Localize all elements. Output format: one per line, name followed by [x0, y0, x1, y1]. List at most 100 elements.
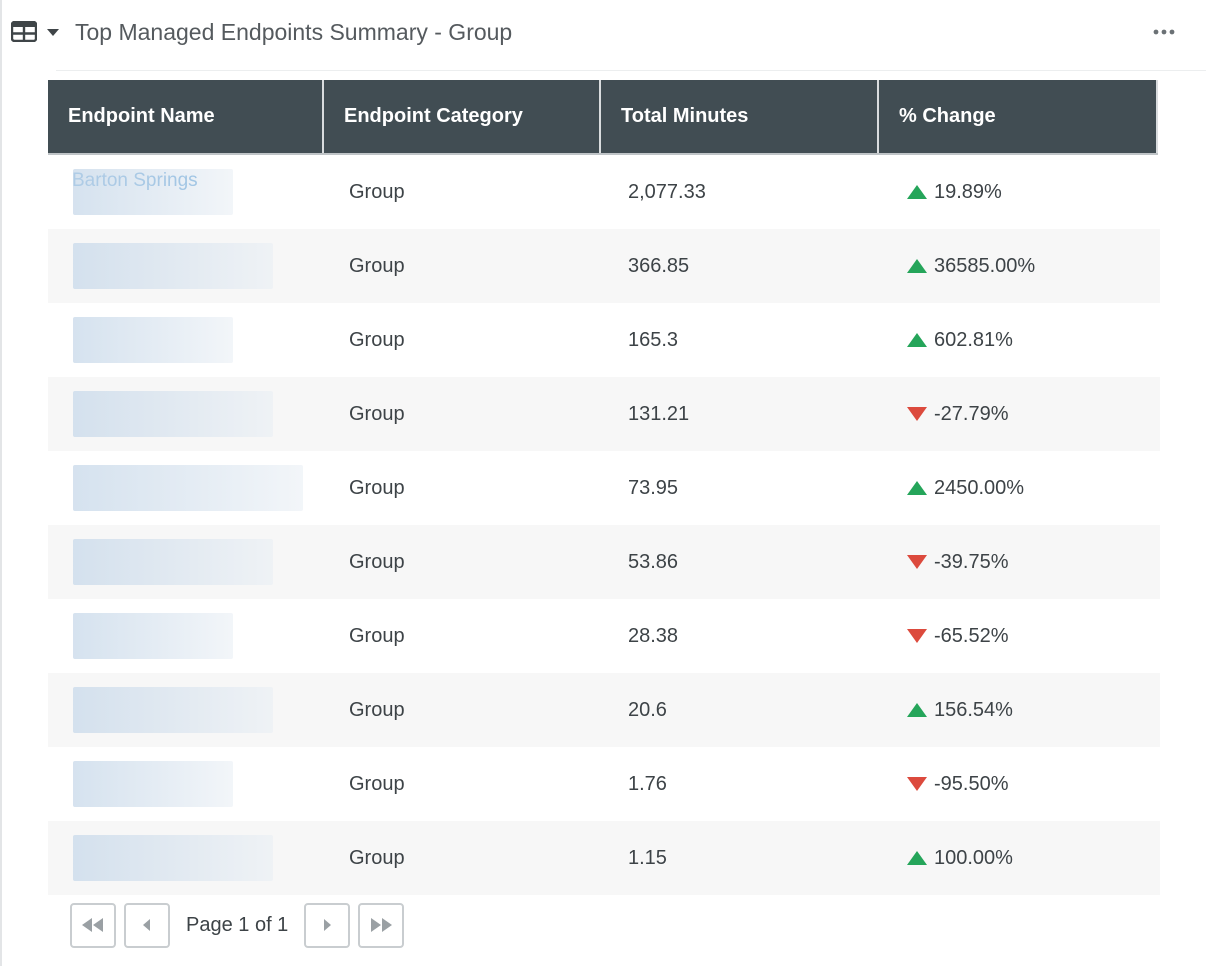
next-page-button[interactable] — [304, 902, 351, 948]
last-page-icon — [371, 918, 393, 932]
cell-total-minutes: 28.38 — [628, 625, 679, 647]
redacted-name-blur — [73, 761, 233, 807]
widget-title: Top Managed Endpoints Summary - Group — [75, 19, 513, 45]
cell-endpoint-name: Barton Springs — [48, 155, 324, 229]
cell-percent-change: -65.52% — [879, 599, 1158, 673]
redacted-name-blur — [73, 539, 273, 585]
cell-percent-change: 19.89% — [879, 155, 1158, 229]
cell-percent-change: -27.79% — [879, 377, 1158, 451]
cell-endpoint-name — [48, 229, 324, 303]
redacted-name-blur — [73, 317, 233, 363]
cell-total-minutes: 131.21 — [628, 403, 690, 425]
cell-percent-change: 2450.00% — [879, 451, 1158, 525]
table-row[interactable]: Group 28.38 -65.52% — [48, 599, 1160, 673]
table-body: Barton Springs Group 2,077.33 19.89% Group 36… — [48, 155, 1160, 895]
trend-down-icon — [907, 407, 927, 421]
table-row[interactable]: Group 131.21 -27.79% — [48, 377, 1160, 451]
redacted-name-blur — [73, 391, 273, 437]
percent-change-value: 2450.00% — [934, 477, 1025, 499]
percent-change-value: 156.54% — [934, 699, 1013, 721]
redacted-name-blur — [73, 465, 303, 511]
trend-up-icon — [907, 259, 927, 273]
prev-page-icon — [143, 919, 150, 931]
redacted-name-blur — [73, 613, 233, 659]
cell-total-minutes: 1.76 — [628, 773, 667, 795]
cell-endpoint-name — [48, 451, 324, 525]
cell-endpoint-name — [48, 599, 324, 673]
cell-endpoint-category: Group — [349, 329, 405, 351]
last-page-button[interactable] — [358, 902, 405, 948]
trend-up-icon — [907, 185, 927, 199]
percent-change-value: -95.50% — [934, 773, 1009, 795]
table-row[interactable]: Group 165.3 602.81% — [48, 303, 1160, 377]
table-row[interactable]: Group 1.76 -95.50% — [48, 747, 1160, 821]
table-row[interactable]: Group 366.85 36585.00% — [48, 229, 1160, 303]
cell-percent-change: 602.81% — [879, 303, 1158, 377]
cell-percent-change: 100.00% — [879, 821, 1158, 895]
trend-up-icon — [907, 481, 927, 495]
cell-percent-change: 36585.00% — [879, 229, 1158, 303]
redacted-name-blur — [73, 835, 273, 881]
endpoints-table: Endpoint Name Endpoint Category Total Mi… — [48, 80, 1160, 895]
column-header-total-minutes[interactable]: Total Minutes — [601, 80, 879, 153]
cell-endpoint-category: Group — [349, 551, 405, 573]
percent-change-value: 100.00% — [934, 847, 1013, 869]
cell-endpoint-name — [48, 377, 324, 451]
cell-endpoint-category: Group — [349, 181, 405, 203]
more-options-icon[interactable] — [1150, 22, 1178, 42]
table-row[interactable]: Group 1.15 100.00% — [48, 821, 1160, 895]
column-header-endpoint-category[interactable]: Endpoint Category — [324, 80, 601, 153]
percent-change-value: 19.89% — [934, 181, 1002, 203]
page-indicator: Page 1 of 1 — [186, 913, 289, 936]
table-header-row: Endpoint Name Endpoint Category Total Mi… — [48, 80, 1158, 155]
cell-total-minutes: 53.86 — [628, 551, 679, 573]
redacted-name-blur — [73, 687, 273, 733]
trend-down-icon — [907, 555, 927, 569]
table-grid-icon — [11, 21, 37, 42]
cell-endpoint-name — [48, 673, 324, 747]
first-page-button[interactable] — [70, 902, 116, 948]
cell-endpoint-category: Group — [349, 625, 405, 647]
percent-change-value: -65.52% — [934, 625, 1009, 647]
cell-percent-change: -39.75% — [879, 525, 1158, 599]
percent-change-value: 602.81% — [934, 329, 1013, 351]
cell-endpoint-name — [48, 303, 324, 377]
column-header-percent-change[interactable]: % Change — [879, 80, 1158, 153]
widget-header: Top Managed Endpoints Summary - Group — [0, 0, 1206, 71]
trend-up-icon — [907, 703, 927, 717]
cell-total-minutes: 73.95 — [628, 477, 679, 499]
trend-down-icon — [907, 629, 927, 643]
cell-endpoint-name — [48, 821, 324, 895]
trend-up-icon — [907, 851, 927, 865]
table-row[interactable]: Group 73.95 2450.00% — [48, 451, 1160, 525]
redacted-name-blur — [73, 169, 233, 215]
cell-percent-change: -95.50% — [879, 747, 1158, 821]
cell-percent-change: 156.54% — [879, 673, 1158, 747]
cell-endpoint-category: Group — [349, 847, 405, 869]
cell-endpoint-category: Group — [349, 403, 405, 425]
table-row[interactable]: Barton Springs Group 2,077.33 19.89% — [48, 155, 1160, 229]
trend-down-icon — [907, 777, 927, 791]
table-row[interactable]: Group 53.86 -39.75% — [48, 525, 1160, 599]
cell-endpoint-name — [48, 525, 324, 599]
column-header-endpoint-name[interactable]: Endpoint Name — [48, 80, 324, 153]
cell-endpoint-name — [48, 747, 324, 821]
percent-change-value: 36585.00% — [934, 255, 1036, 277]
first-page-icon — [82, 918, 103, 932]
redacted-name-blur — [73, 243, 273, 289]
cell-endpoint-category: Group — [349, 255, 405, 277]
percent-change-value: -27.79% — [934, 403, 1009, 425]
percent-change-value: -39.75% — [934, 551, 1009, 573]
cell-endpoint-category: Group — [349, 477, 405, 499]
table-row[interactable]: Group 20.6 156.54% — [48, 673, 1160, 747]
prev-page-button[interactable] — [124, 902, 170, 948]
cell-endpoint-category: Group — [349, 773, 405, 795]
caret-down-icon[interactable] — [46, 28, 60, 37]
pagination: Page 1 of 1 — [70, 902, 405, 948]
cell-total-minutes: 366.85 — [628, 255, 690, 277]
cell-total-minutes: 2,077.33 — [628, 181, 706, 203]
cell-endpoint-category: Group — [349, 699, 405, 721]
cell-total-minutes: 1.15 — [628, 847, 667, 869]
next-page-icon — [324, 919, 332, 931]
